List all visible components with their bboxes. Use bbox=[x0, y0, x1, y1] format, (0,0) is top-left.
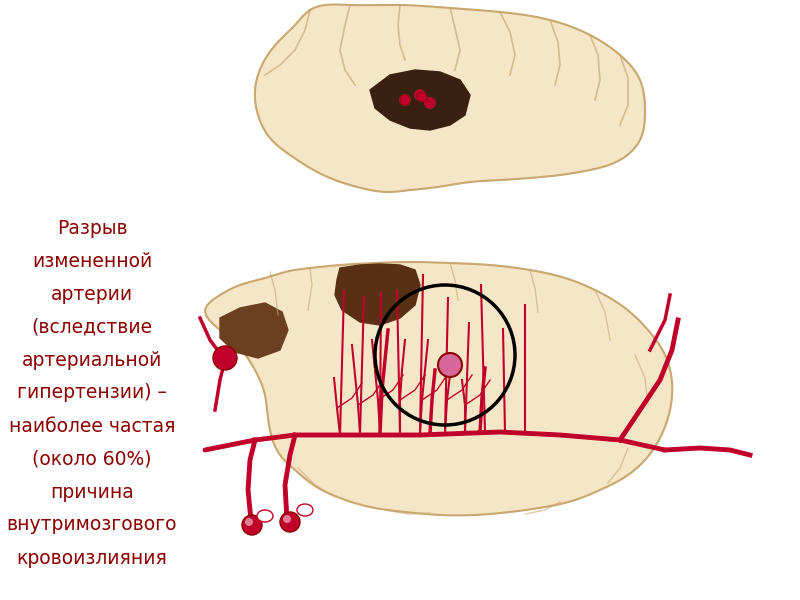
Circle shape bbox=[415, 90, 425, 100]
Circle shape bbox=[438, 353, 462, 377]
Circle shape bbox=[283, 515, 291, 523]
Circle shape bbox=[400, 95, 410, 105]
Polygon shape bbox=[255, 5, 645, 192]
Polygon shape bbox=[220, 303, 288, 358]
Text: гипертензии) –: гипертензии) – bbox=[17, 383, 167, 403]
Circle shape bbox=[400, 95, 410, 105]
Circle shape bbox=[213, 346, 237, 370]
Text: артерии: артерии bbox=[51, 284, 133, 304]
Circle shape bbox=[425, 98, 435, 108]
Circle shape bbox=[417, 92, 427, 102]
Text: кровоизлияния: кровоизлияния bbox=[17, 548, 167, 568]
Text: наиболее частая: наиболее частая bbox=[9, 416, 175, 436]
Polygon shape bbox=[370, 70, 470, 130]
Circle shape bbox=[425, 98, 435, 108]
Ellipse shape bbox=[297, 504, 313, 516]
Polygon shape bbox=[335, 264, 420, 325]
Text: измененной: измененной bbox=[32, 251, 152, 271]
Ellipse shape bbox=[257, 510, 273, 522]
Text: (вследствие: (вследствие bbox=[31, 317, 153, 337]
Text: внутримозгового: внутримозгового bbox=[6, 515, 178, 535]
Text: (около 60%): (около 60%) bbox=[32, 449, 152, 469]
Text: причина: причина bbox=[50, 482, 134, 502]
Circle shape bbox=[242, 515, 262, 535]
Circle shape bbox=[400, 95, 410, 105]
Text: артериальной: артериальной bbox=[22, 350, 162, 370]
Circle shape bbox=[245, 518, 253, 526]
Text: Разрыв: Разрыв bbox=[57, 218, 127, 238]
Polygon shape bbox=[205, 262, 672, 515]
Circle shape bbox=[280, 512, 300, 532]
Circle shape bbox=[415, 90, 425, 100]
